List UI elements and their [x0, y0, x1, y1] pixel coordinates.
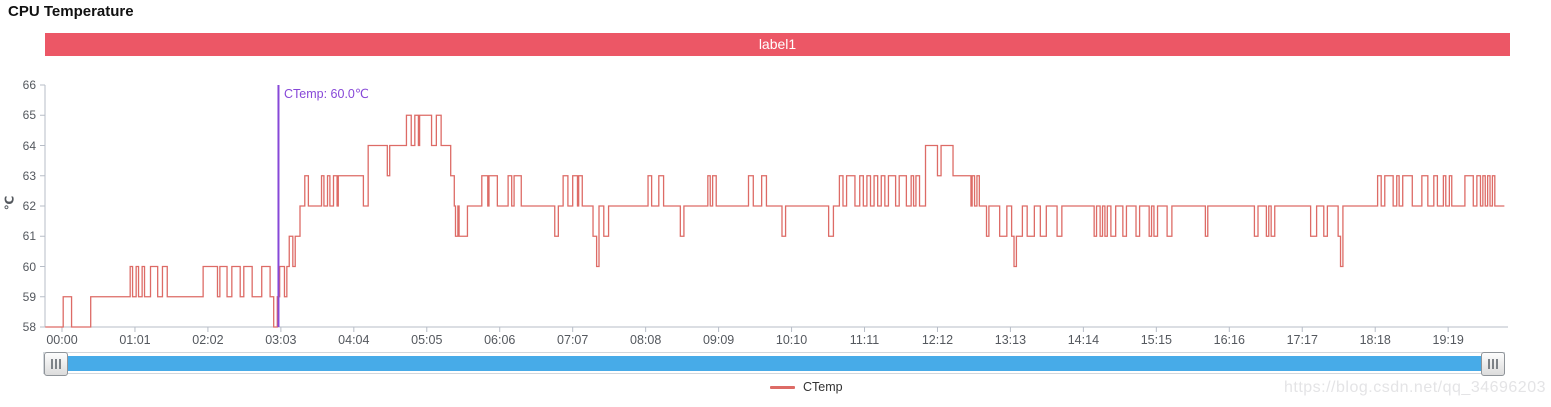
- legend-line-icon: [770, 385, 795, 389]
- x-tick-label: 18:18: [1359, 333, 1391, 347]
- grip-lines-icon: [1496, 359, 1498, 369]
- grip-lines-icon: [51, 359, 53, 369]
- datazoom-right-handle[interactable]: [1481, 352, 1505, 376]
- y-tick-label: 61: [22, 229, 36, 244]
- markline-label: CTemp: 60.0℃: [284, 87, 369, 101]
- y-tick-label: 58: [22, 320, 36, 334]
- x-tick-label: 07:07: [557, 333, 589, 347]
- x-tick-label: 04:04: [338, 333, 370, 347]
- y-tick-label: 63: [22, 168, 36, 183]
- legend-label: CTemp: [803, 380, 843, 394]
- y-tick-label: 65: [22, 108, 36, 123]
- page-title: CPU Temperature: [8, 3, 134, 20]
- series-banner: label1: [45, 33, 1510, 56]
- legend-item-ctemp[interactable]: CTemp: [770, 380, 843, 394]
- y-tick-label: 60: [22, 259, 36, 274]
- x-tick-label: 10:10: [775, 333, 808, 347]
- x-tick-label: 13:13: [994, 333, 1027, 347]
- y-tick-label: 66: [22, 78, 36, 92]
- x-tick-label: 15:15: [1140, 333, 1172, 347]
- y-tick-label: 59: [22, 289, 36, 304]
- grip-lines-icon: [55, 359, 57, 369]
- datazoom-left-handle[interactable]: [44, 352, 68, 376]
- grip-lines-icon: [1488, 359, 1490, 369]
- x-tick-label: 05:05: [411, 333, 443, 347]
- watermark-text: https://blog.csdn.net/qq_34696203: [1283, 379, 1546, 396]
- x-tick-label: 01:01: [119, 333, 151, 347]
- x-tick-label: 16:16: [1213, 333, 1245, 347]
- series-line-ctemp: [45, 114, 1505, 328]
- x-tick-label: 06:06: [484, 333, 516, 347]
- x-tick-label: 11:11: [849, 333, 880, 347]
- x-tick-label: 09:09: [702, 333, 735, 347]
- x-tick-label: 19:19: [1432, 333, 1464, 347]
- datazoom-selected-range[interactable]: [66, 356, 1481, 371]
- x-tick-label: 14:14: [1067, 333, 1100, 347]
- grip-lines-icon: [59, 359, 61, 369]
- x-tick-label: 12:12: [921, 333, 954, 347]
- x-tick-label: 08:08: [630, 333, 662, 347]
- grip-lines-icon: [1492, 359, 1494, 369]
- y-tick-label: 62: [22, 199, 36, 213]
- x-tick-label: 17:17: [1286, 333, 1318, 347]
- x-tick-label: 03:03: [265, 333, 297, 347]
- x-tick-label: 02:02: [192, 333, 224, 347]
- x-tick-label: 00:00: [46, 333, 78, 347]
- y-tick-label: 64: [22, 138, 36, 153]
